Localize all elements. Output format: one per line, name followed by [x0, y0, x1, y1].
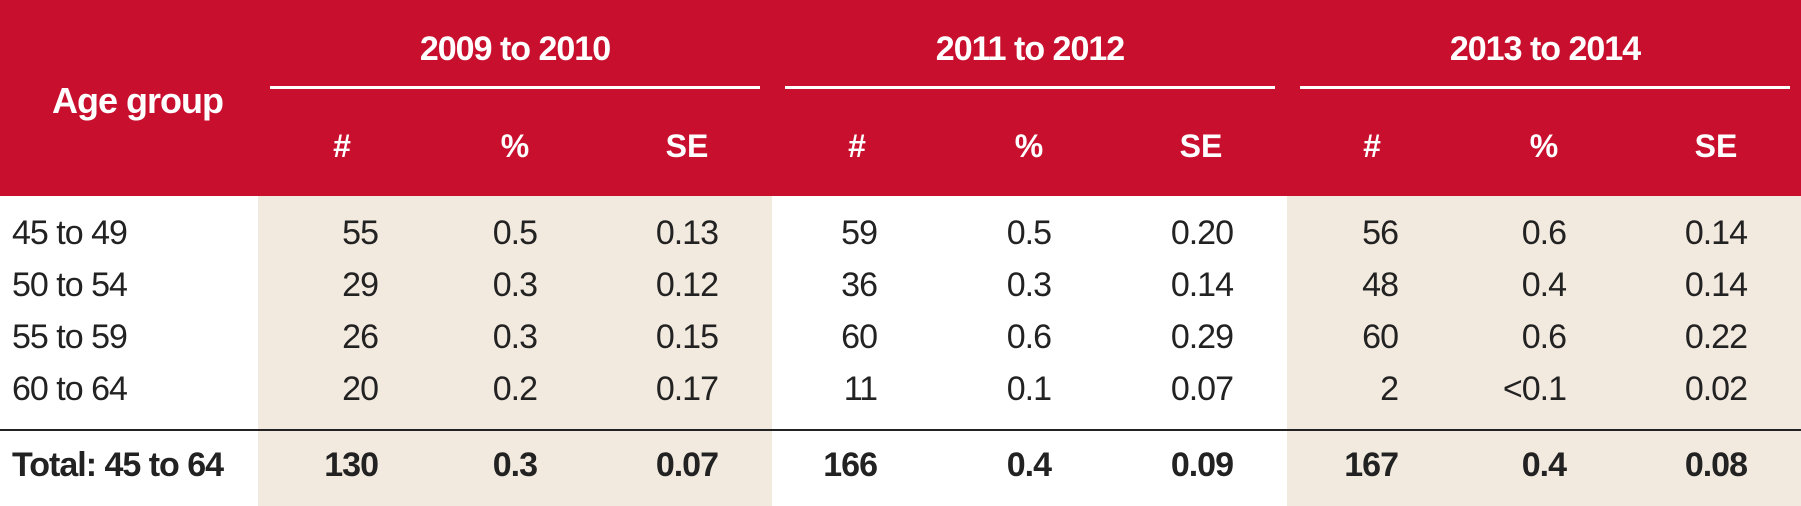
header-period-2011-2012: 2011 to 2012	[935, 30, 1125, 68]
table-cell: 2	[1380, 370, 1399, 408]
table-cell: 0.6	[1521, 318, 1567, 356]
total-cell: 0.3	[492, 446, 538, 484]
total-label: Total: 45 to 64	[12, 446, 224, 484]
table-cell: 0.6	[1006, 318, 1052, 356]
total-cell: 0.07	[655, 446, 719, 484]
table-cell: 26	[342, 318, 379, 356]
total-cell: 0.09	[1170, 446, 1234, 484]
subheader-percent: %	[1014, 128, 1044, 164]
table-cell: 20	[342, 370, 379, 408]
table-cell: 0.07	[1170, 370, 1234, 408]
subheader-se: SE	[1694, 128, 1738, 164]
column-band-2009-2010	[258, 196, 772, 506]
row-label: 50 to 54	[12, 266, 128, 304]
table-cell: 0.29	[1170, 318, 1234, 356]
table-cell: 36	[841, 266, 878, 304]
table-cell: 0.5	[492, 214, 538, 252]
table-cell: 0.3	[492, 318, 538, 356]
total-cell: 0.4	[1521, 446, 1567, 484]
period-underline	[785, 86, 1275, 89]
total-cell: 166	[823, 446, 878, 484]
total-cell: 130	[324, 446, 379, 484]
table-header	[0, 0, 1801, 196]
header-period-2009-2010: 2009 to 2010	[419, 30, 611, 68]
table-cell: 0.14	[1170, 266, 1234, 304]
table-cell: 60	[841, 318, 878, 356]
table-cell: 59	[841, 214, 878, 252]
table-cell: 0.2	[492, 370, 538, 408]
total-cell: 0.08	[1684, 446, 1748, 484]
total-cell: 167	[1344, 446, 1399, 484]
subheader-count: #	[848, 128, 866, 164]
table-cell: 0.17	[655, 370, 719, 408]
table-cell: 11	[843, 370, 878, 408]
table-cell: 0.02	[1684, 370, 1748, 408]
table-cell: <0.1	[1502, 370, 1567, 408]
subheader-percent: %	[1529, 128, 1559, 164]
table-cell: 29	[342, 266, 379, 304]
table-cell: 0.20	[1170, 214, 1234, 252]
subheader-percent: %	[500, 128, 530, 164]
column-band-2013-2014	[1287, 196, 1801, 506]
total-divider	[0, 429, 1801, 431]
table-cell: 0.13	[655, 214, 719, 252]
table-cell: 0.14	[1684, 266, 1748, 304]
total-cell: 0.4	[1006, 446, 1052, 484]
table-cell: 48	[1362, 266, 1399, 304]
table-cell: 0.22	[1684, 318, 1748, 356]
row-label: 60 to 64	[12, 370, 128, 408]
table-cell: 0.15	[655, 318, 719, 356]
table-cell: 0.4	[1521, 266, 1567, 304]
subheader-se: SE	[1179, 128, 1223, 164]
subheader-count: #	[1363, 128, 1381, 164]
table-cell: 0.12	[655, 266, 719, 304]
table-cell: 55	[342, 214, 379, 252]
header-period-2013-2014: 2013 to 2014	[1449, 30, 1641, 68]
table-cell: 0.3	[492, 266, 538, 304]
table-cell: 0.5	[1006, 214, 1052, 252]
subheader-se: SE	[665, 128, 709, 164]
table-cell: 0.1	[1006, 370, 1052, 408]
row-label: 55 to 59	[12, 318, 128, 356]
table-cell: 0.3	[1006, 266, 1052, 304]
table-cell: 56	[1362, 214, 1399, 252]
table-cell: 60	[1362, 318, 1399, 356]
period-underline	[1300, 86, 1790, 89]
header-age-group: Age group	[52, 80, 224, 121]
row-label: 45 to 49	[12, 214, 128, 252]
period-underline	[270, 86, 760, 89]
subheader-count: #	[333, 128, 351, 164]
table-cell: 0.6	[1521, 214, 1567, 252]
table-cell: 0.14	[1684, 214, 1748, 252]
